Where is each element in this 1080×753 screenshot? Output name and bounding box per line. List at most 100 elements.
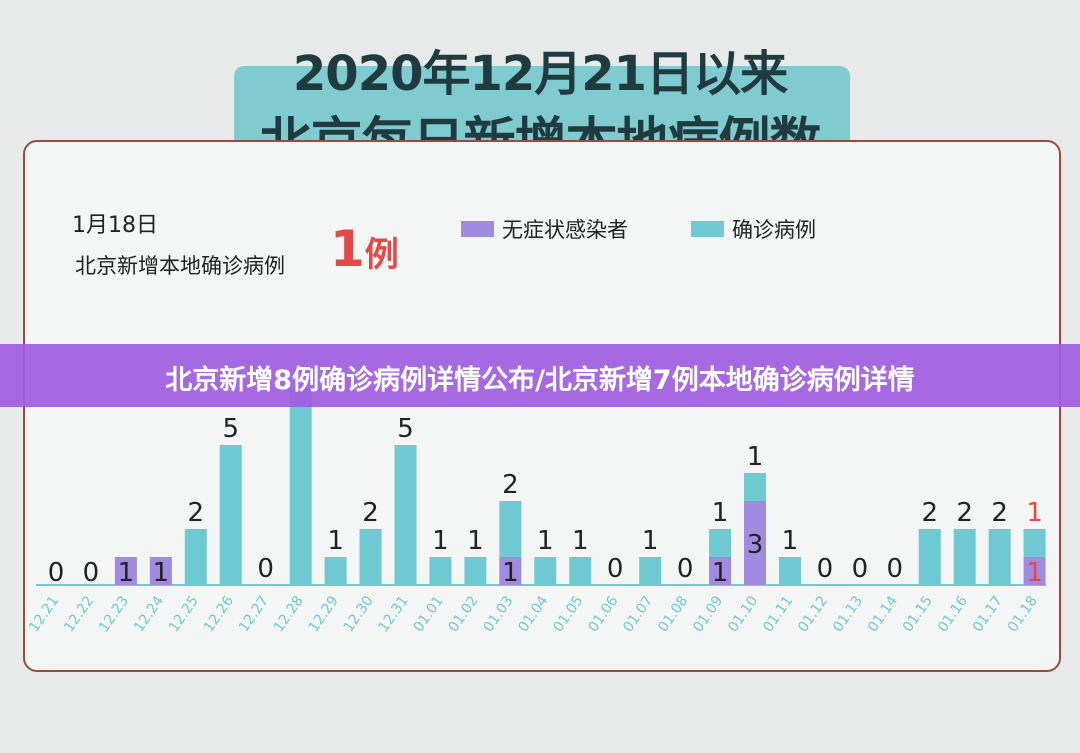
bar-asymptomatic-01.03 (499, 557, 522, 585)
summary-date: 1月18日 (72, 213, 158, 238)
bar-confirmed-01.16 (953, 529, 976, 585)
bar-confirmed-01.18 (1023, 529, 1046, 557)
legend-label-asymptomatic: 无症状感染者 (502, 218, 628, 242)
bar-confirmed-01.11 (778, 557, 801, 585)
x-tick-label-01.11: 01.11 (760, 593, 796, 635)
data-label-confirmed-01.15: 2 (921, 498, 938, 528)
x-tick-label-01.13: 01.13 (830, 593, 866, 635)
x-tick-label-12.21: 12.21 (26, 593, 62, 635)
data-label-confirmed-01.06: 0 (607, 554, 624, 584)
x-tick-label-12.28: 12.28 (271, 593, 307, 635)
headline-banner (0, 344, 1080, 407)
data-label-asymptomatic-01.10: 3 (747, 530, 764, 560)
data-label-confirmed-12.30: 2 (362, 498, 379, 528)
bar-confirmed-01.05 (569, 557, 592, 585)
data-label-confirmed-01.09: 1 (712, 498, 729, 528)
x-tick-label-01.05: 01.05 (550, 593, 586, 635)
data-label-confirmed-12.27: 0 (257, 554, 274, 584)
legend-item-asymptomatic: 无症状感染者 (461, 214, 628, 244)
bar-confirmed-01.03 (499, 501, 522, 557)
data-label-confirmed-01.18: 1 (1026, 498, 1043, 528)
bar-confirmed-12.29 (324, 557, 347, 585)
x-tick-label-01.14: 01.14 (865, 593, 901, 635)
x-tick-label-01.03: 01.03 (481, 593, 517, 635)
x-tick-label-01.18: 01.18 (1005, 593, 1041, 635)
x-tick-label-01.17: 01.17 (970, 593, 1006, 635)
x-tick-label-01.02: 01.02 (446, 593, 482, 635)
data-label-confirmed-01.11: 1 (782, 526, 799, 556)
bar-confirmed-01.02 (464, 557, 487, 585)
summary-count-unit: 例 (364, 235, 399, 275)
summary-count: 1例 (330, 220, 399, 278)
data-label-asymptomatic-01.18: 1 (1026, 558, 1043, 588)
data-label-confirmed-01.03: 2 (502, 470, 519, 500)
x-tick-label-12.27: 12.27 (236, 593, 272, 635)
data-label-asymptomatic-12.23: 1 (118, 558, 135, 588)
data-label-confirmed-01.02: 1 (467, 526, 484, 556)
data-label-asymptomatic-12.24: 1 (153, 558, 170, 588)
data-label-confirmed-12.25: 2 (188, 498, 205, 528)
data-label-confirmed-01.10: 1 (747, 442, 764, 472)
bar-confirmed-01.15 (918, 529, 941, 585)
data-label-confirmed-12.26: 5 (222, 414, 239, 444)
data-label-confirmed-12.29: 1 (327, 526, 344, 556)
x-tick-label-01.06: 01.06 (585, 593, 621, 635)
data-label-asymptomatic-12.21: 0 (48, 558, 65, 588)
data-label-confirmed-01.07: 1 (642, 526, 659, 556)
legend-swatch-confirmed (691, 221, 724, 237)
x-tick-label-12.23: 12.23 (96, 593, 132, 635)
bar-confirmed-12.30 (359, 529, 382, 585)
legend-item-confirmed: 确诊病例 (691, 214, 816, 244)
data-label-confirmed-01.04: 1 (537, 526, 554, 556)
bar-confirmed-12.25 (184, 529, 207, 585)
x-tick-label-01.16: 01.16 (935, 593, 971, 635)
bar-confirmed-12.28 (289, 389, 312, 585)
x-tick-label-01.04: 01.04 (515, 593, 551, 635)
data-label-confirmed-01.13: 0 (852, 554, 869, 584)
data-label-confirmed-01.14: 0 (887, 554, 904, 584)
x-tick-label-12.31: 12.31 (376, 593, 412, 635)
bar-confirmed-12.26 (219, 445, 242, 585)
bar-asymptomatic-01.18 (1023, 557, 1046, 585)
data-label-asymptomatic-12.22: 0 (83, 558, 100, 588)
chart-title-line1: 2020年12月21日以来 (292, 46, 788, 102)
x-tick-label-01.01: 01.01 (411, 593, 447, 635)
data-label-asymptomatic-01.09: 1 (712, 558, 729, 588)
x-tick-label-12.22: 12.22 (61, 593, 97, 635)
data-label-confirmed-01.01: 1 (432, 526, 449, 556)
x-tick-label-12.30: 12.30 (341, 593, 377, 635)
bar-confirmed-01.09 (709, 529, 732, 557)
x-tick-label-01.12: 01.12 (795, 593, 831, 635)
data-label-confirmed-01.16: 2 (956, 498, 973, 528)
headline-banner-text: 北京新增8例确诊病例详情公布/北京新增7例本地确诊病例详情 (165, 365, 915, 396)
x-tick-label-01.07: 01.07 (620, 593, 656, 635)
bar-confirmed-01.07 (639, 557, 662, 585)
data-label-confirmed-01.05: 1 (572, 526, 589, 556)
data-label-confirmed-01.12: 0 (817, 554, 834, 584)
bar-confirmed-01.04 (534, 557, 557, 585)
summary-count-value: 1 (330, 220, 365, 278)
legend-swatch-asymptomatic (461, 221, 494, 237)
x-tick-label-12.29: 12.29 (306, 593, 342, 635)
bar-confirmed-12.31 (394, 445, 417, 585)
bar-confirmed-01.01 (429, 557, 452, 585)
summary-label: 北京新增本地确诊病例 (75, 254, 285, 278)
legend-label-confirmed: 确诊病例 (732, 218, 816, 242)
x-tick-label-12.24: 12.24 (131, 593, 167, 635)
bar-asymptomatic-12.23 (114, 557, 137, 585)
x-tick-label-01.10: 01.10 (725, 593, 761, 635)
data-label-confirmed-01.17: 2 (991, 498, 1008, 528)
bar-confirmed-01.17 (988, 529, 1011, 585)
bar-confirmed-01.10 (744, 473, 766, 501)
bar-asymptomatic-01.10 (744, 501, 766, 585)
x-tick-label-12.26: 12.26 (201, 593, 237, 635)
data-label-confirmed-01.08: 0 (677, 554, 694, 584)
data-label-confirmed-12.31: 5 (397, 414, 414, 444)
x-tick-label-01.15: 01.15 (900, 593, 936, 635)
bar-asymptomatic-12.24 (149, 557, 172, 585)
x-tick-label-12.25: 12.25 (166, 593, 202, 635)
x-tick-label-01.09: 01.09 (690, 593, 726, 635)
bar-asymptomatic-01.09 (709, 557, 732, 585)
data-label-asymptomatic-01.03: 1 (502, 558, 519, 588)
